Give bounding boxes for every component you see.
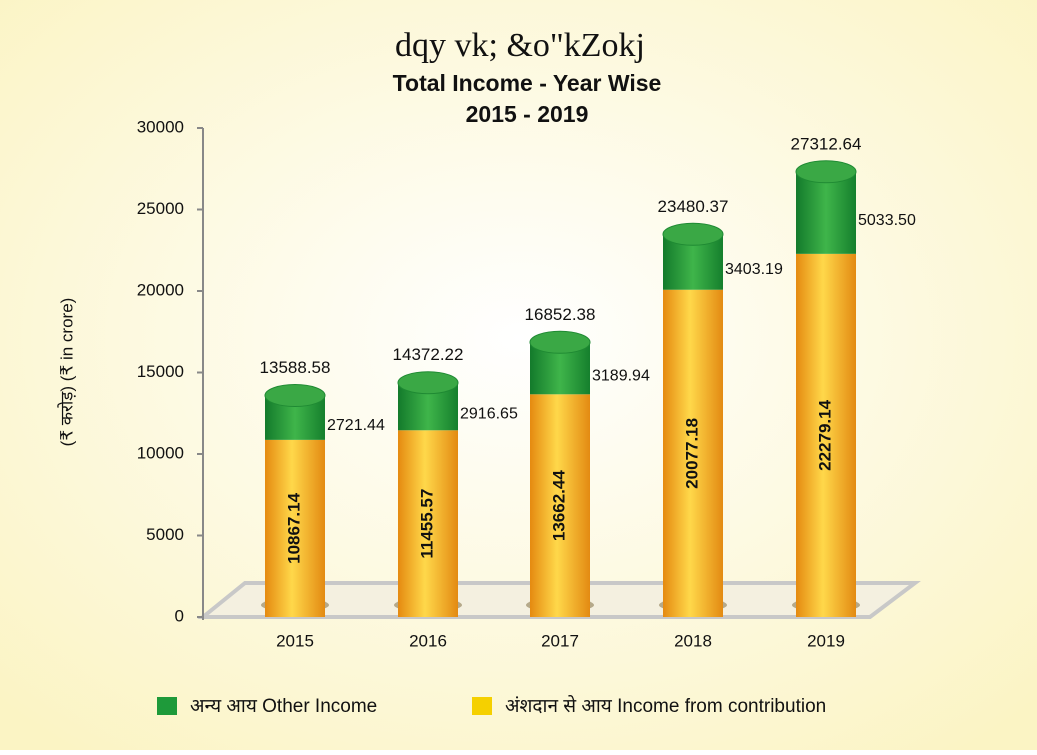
total-label: 14372.22 bbox=[393, 345, 464, 364]
value-label: 10867.14 bbox=[284, 492, 303, 563]
total-label: 23480.37 bbox=[658, 197, 729, 216]
value-label: 11455.57 bbox=[417, 489, 436, 559]
y-tick-label: 15000 bbox=[137, 362, 184, 381]
y-tick-label: 30000 bbox=[137, 117, 184, 136]
bar-segment-bottom bbox=[663, 266, 723, 289]
legend-label: अन्य आय Other Income bbox=[190, 696, 377, 717]
value-label: 2721.44 bbox=[327, 417, 385, 434]
bar-segment-bottom bbox=[265, 594, 325, 616]
bar-segment-bottom bbox=[663, 594, 723, 616]
bar-segment-bottom bbox=[796, 230, 856, 253]
y-tick-label: 10000 bbox=[137, 443, 184, 462]
legend-swatch bbox=[472, 697, 492, 715]
value-label: 2916.65 bbox=[460, 406, 518, 423]
bar-segment bbox=[398, 430, 458, 617]
bar-segment-bottom bbox=[530, 371, 590, 394]
value-label: 5033.50 bbox=[858, 212, 916, 229]
bar-segment-bottom bbox=[265, 416, 325, 439]
bar-segment bbox=[530, 394, 590, 617]
total-label: 27312.64 bbox=[791, 134, 862, 153]
chart-title-local: dqy vk; &o"kZokj bbox=[395, 27, 645, 64]
y-tick-label: 0 bbox=[175, 606, 184, 625]
x-tick-label: 2015 bbox=[276, 631, 314, 650]
bar-segment-bottom bbox=[398, 594, 458, 616]
bar-segment-bottom bbox=[530, 594, 590, 616]
total-label: 13588.58 bbox=[260, 358, 331, 377]
x-tick-label: 2016 bbox=[409, 631, 447, 650]
value-label: 22279.14 bbox=[815, 399, 834, 470]
value-label: 13662.44 bbox=[549, 470, 568, 541]
legend-label: अंशदान से आय Income from contribution bbox=[505, 694, 826, 717]
chart-subtitle: 2015 - 2019 bbox=[466, 101, 589, 127]
value-label: 20077.18 bbox=[682, 418, 701, 489]
x-tick-label: 2017 bbox=[541, 631, 579, 650]
bar-top bbox=[264, 384, 326, 408]
chart-title: Total Income - Year Wise bbox=[393, 70, 662, 96]
x-tick-label: 2018 bbox=[674, 631, 712, 650]
y-tick-label: 5000 bbox=[146, 525, 184, 544]
x-tick-label: 2019 bbox=[807, 631, 845, 650]
y-tick-label: 25000 bbox=[137, 199, 184, 218]
bar-top bbox=[397, 371, 459, 395]
bar-segment bbox=[265, 439, 325, 617]
bar-segment-bottom bbox=[796, 594, 856, 616]
bar-segment bbox=[796, 253, 856, 617]
bar-top bbox=[529, 330, 591, 354]
total-label: 16852.38 bbox=[525, 305, 596, 324]
legend-swatch bbox=[157, 697, 177, 715]
value-label: 3189.94 bbox=[592, 368, 650, 385]
y-tick-label: 20000 bbox=[137, 280, 184, 299]
bar-segment bbox=[663, 289, 723, 617]
y-axis-label: (₹ करोड़) (₹ in crore) bbox=[56, 298, 76, 447]
bar-top bbox=[795, 160, 857, 184]
bar-segment-bottom bbox=[398, 407, 458, 430]
bar-top bbox=[662, 222, 724, 246]
value-label: 3403.19 bbox=[725, 261, 783, 278]
